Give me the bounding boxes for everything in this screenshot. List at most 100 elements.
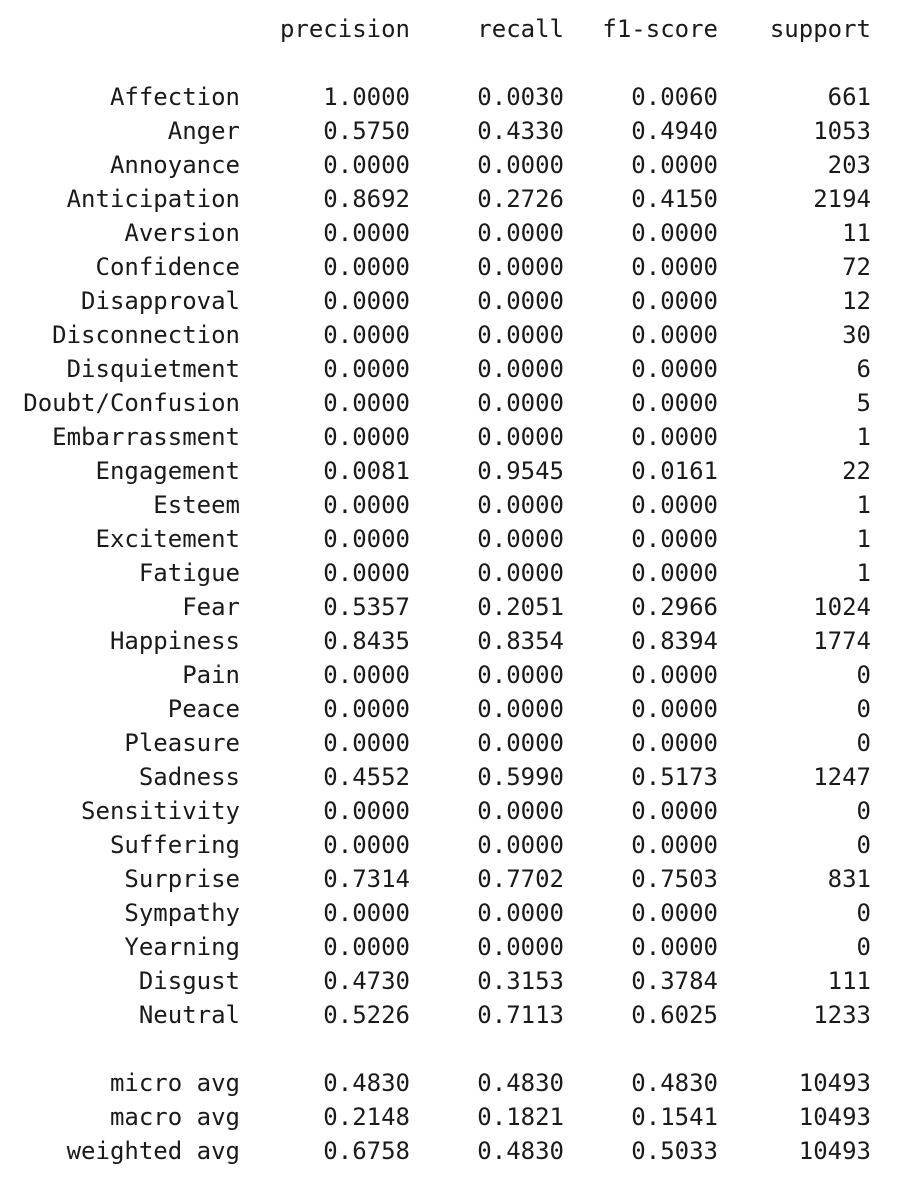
table-row: Fatigue 0.0000 0.0000 0.0000 1 — [0, 556, 899, 590]
header-row: precision recall f1-score support — [0, 12, 899, 46]
precision-value: 0.4552 — [323, 763, 410, 791]
support-value: 111 — [827, 967, 871, 995]
recall-value: 0.4830 — [477, 1137, 564, 1165]
recall-value: 0.0000 — [477, 661, 564, 689]
support-value: 0 — [856, 899, 871, 927]
f1-score-value: 0.0000 — [631, 933, 718, 961]
recall-value: 0.5990 — [477, 763, 564, 791]
row-label: Neutral — [138, 1001, 240, 1029]
recall-value: 0.7113 — [477, 1001, 564, 1029]
f1-score-value: 0.0000 — [631, 797, 718, 825]
precision-value: 0.0000 — [323, 525, 410, 553]
support-value: 10493 — [798, 1103, 871, 1131]
row-label: Aversion — [124, 219, 240, 247]
support-value: 1 — [856, 491, 871, 519]
recall-value: 0.0000 — [477, 797, 564, 825]
recall-value: 0.0000 — [477, 423, 564, 451]
support-value: 1 — [856, 525, 871, 553]
support-value: 831 — [827, 865, 871, 893]
row-label: Disconnection — [52, 321, 240, 349]
f1-score-value: 0.2966 — [631, 593, 718, 621]
table-row: Pain 0.0000 0.0000 0.0000 0 — [0, 658, 899, 692]
precision-value: 0.8435 — [323, 627, 410, 655]
f1-score-value: 0.0000 — [631, 321, 718, 349]
row-label: Happiness — [109, 627, 240, 655]
support-value: 0 — [856, 661, 871, 689]
recall-value: 0.4830 — [477, 1069, 564, 1097]
average-row: micro avg 0.4830 0.4830 0.4830 10493 — [0, 1066, 899, 1100]
recall-value: 0.3153 — [477, 967, 564, 995]
f1-score-value: 0.0060 — [631, 83, 718, 111]
table-row: Surprise 0.7314 0.7702 0.7503 831 — [0, 862, 899, 896]
recall-value: 0.0000 — [477, 525, 564, 553]
f1-score-value: 0.0000 — [631, 389, 718, 417]
recall-value: 0.8354 — [477, 627, 564, 655]
table-row: Happiness 0.8435 0.8354 0.8394 1774 — [0, 624, 899, 658]
precision-value: 0.5357 — [323, 593, 410, 621]
f1-score-value: 0.0161 — [631, 457, 718, 485]
f1-score-value: 0.4150 — [631, 185, 718, 213]
support-value: 0 — [856, 831, 871, 859]
support-value: 22 — [842, 457, 871, 485]
f1-score-value: 0.0000 — [631, 661, 718, 689]
support-value: 1774 — [813, 627, 871, 655]
classification-report: precision recall f1-score support Affect… — [0, 12, 899, 1168]
precision-value: 0.0000 — [323, 695, 410, 723]
row-label: micro avg — [109, 1069, 240, 1097]
row-label: Engagement — [95, 457, 241, 485]
row-label: Surprise — [124, 865, 240, 893]
precision-value: 0.0081 — [323, 457, 410, 485]
precision-value: 0.0000 — [323, 423, 410, 451]
row-label: Anger — [167, 117, 240, 145]
table-row: Suffering 0.0000 0.0000 0.0000 0 — [0, 828, 899, 862]
f1-score-value: 0.0000 — [631, 219, 718, 247]
support-value: 5 — [856, 389, 871, 417]
recall-value: 0.0000 — [477, 899, 564, 927]
f1-score-value: 0.0000 — [631, 253, 718, 281]
table-row: Disapproval 0.0000 0.0000 0.0000 12 — [0, 284, 899, 318]
table-row: Confidence 0.0000 0.0000 0.0000 72 — [0, 250, 899, 284]
f1-score-value: 0.0000 — [631, 491, 718, 519]
precision-value: 0.8692 — [323, 185, 410, 213]
f1-score-value: 0.0000 — [631, 525, 718, 553]
f1-score-value: 0.4940 — [631, 117, 718, 145]
table-row: Aversion 0.0000 0.0000 0.0000 11 — [0, 216, 899, 250]
f1-score-value: 0.4830 — [631, 1069, 718, 1097]
f1-score-value: 0.5033 — [631, 1137, 718, 1165]
row-label: Fear — [182, 593, 240, 621]
table-row: Disquietment 0.0000 0.0000 0.0000 6 — [0, 352, 899, 386]
support-value: 11 — [842, 219, 871, 247]
table-row: Embarrassment 0.0000 0.0000 0.0000 1 — [0, 420, 899, 454]
recall-value: 0.0000 — [477, 355, 564, 383]
row-label: Fatigue — [138, 559, 240, 587]
row-label: Annoyance — [109, 151, 240, 179]
precision-value: 0.2148 — [323, 1103, 410, 1131]
table-row: Yearning 0.0000 0.0000 0.0000 0 — [0, 930, 899, 964]
f1-score-value: 0.0000 — [631, 831, 718, 859]
row-label: Anticipation — [66, 185, 240, 213]
precision-value: 0.7314 — [323, 865, 410, 893]
recall-value: 0.2051 — [477, 593, 564, 621]
table-row: Anticipation 0.8692 0.2726 0.4150 2194 — [0, 182, 899, 216]
table-row: Annoyance 0.0000 0.0000 0.0000 203 — [0, 148, 899, 182]
precision-value: 0.6758 — [323, 1137, 410, 1165]
support-value: 1024 — [813, 593, 871, 621]
blank-line — [0, 46, 899, 80]
header-precision: precision — [279, 15, 410, 43]
table-row: Pleasure 0.0000 0.0000 0.0000 0 — [0, 726, 899, 760]
precision-value: 0.0000 — [323, 219, 410, 247]
f1-score-value: 0.1541 — [631, 1103, 718, 1131]
recall-value: 0.1821 — [477, 1103, 564, 1131]
support-value: 1233 — [813, 1001, 871, 1029]
row-label: Yearning — [124, 933, 240, 961]
recall-value: 0.0030 — [477, 83, 564, 111]
support-value: 203 — [827, 151, 871, 179]
row-label: Peace — [167, 695, 240, 723]
recall-value: 0.0000 — [477, 389, 564, 417]
recall-value: 0.0000 — [477, 695, 564, 723]
support-value: 661 — [827, 83, 871, 111]
precision-value: 0.0000 — [323, 661, 410, 689]
f1-score-value: 0.0000 — [631, 151, 718, 179]
table-row: Disgust 0.4730 0.3153 0.3784 111 — [0, 964, 899, 998]
f1-score-value: 0.0000 — [631, 559, 718, 587]
